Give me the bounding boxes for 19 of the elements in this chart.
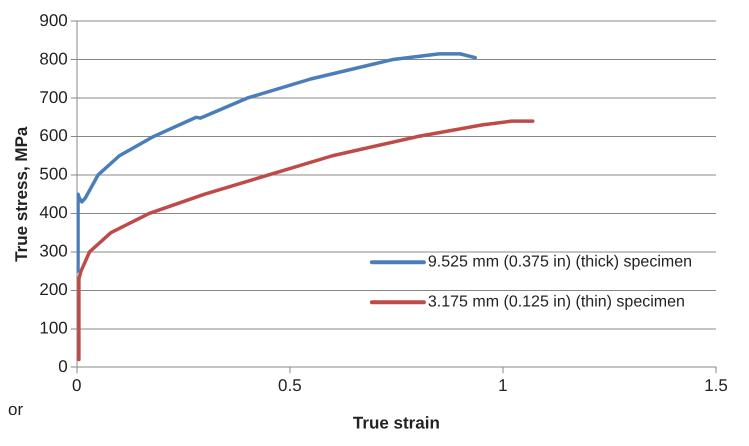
y-tick-label: 100 [39, 318, 68, 338]
y-tick-label: 700 [39, 88, 68, 107]
x-tick-label: 1 [498, 376, 508, 396]
y-tick-label: 300 [39, 242, 68, 261]
y-tick-label: 400 [39, 203, 68, 222]
y-tick-label: 800 [39, 49, 68, 68]
x-tick-label: 1.5 [704, 376, 728, 396]
legend-label: 3.175 mm (0.125 in) (thin) specimen [428, 294, 685, 311]
x-tick-label: 0.5 [278, 376, 302, 396]
text: or [8, 400, 24, 420]
y-tick-label: 200 [39, 280, 68, 299]
x-tick-label: 0 [72, 376, 82, 396]
y-tick-label: 600 [39, 126, 68, 146]
y-tick-label: 500 [39, 164, 68, 184]
x-axis-title: True strain [352, 413, 440, 432]
y-tick-label: 900 [39, 10, 68, 30]
y-axis-title: True stress, MPa [12, 126, 31, 262]
y-tick-label: 0 [58, 356, 68, 376]
legend-label: 9.525 mm (0.375 in) (thick) specimen [428, 254, 692, 271]
